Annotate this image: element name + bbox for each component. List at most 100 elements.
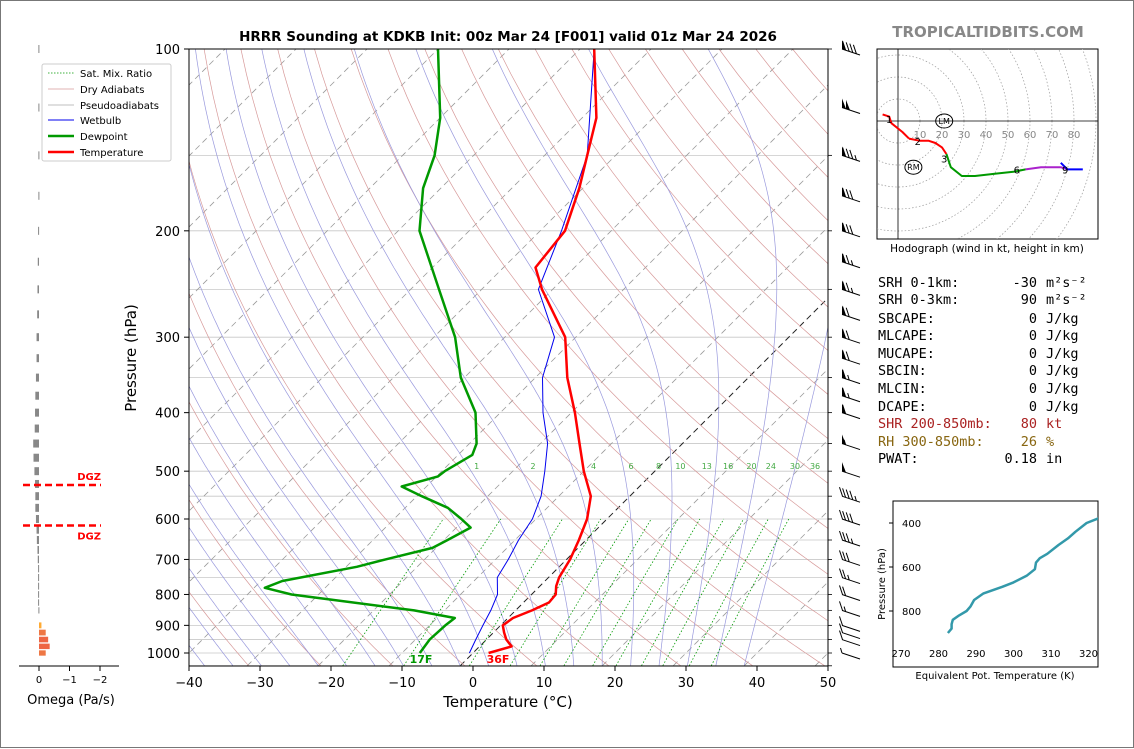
- omega-bar: [35, 492, 39, 500]
- theta-e-x-tick-label: 310: [1041, 649, 1060, 660]
- omega-bar: [39, 622, 41, 628]
- temperature-profile-line: [489, 49, 597, 653]
- mixing-ratio-label: 6: [628, 462, 633, 471]
- skewt-y-tick-label: 400: [155, 407, 180, 422]
- index-value: 80: [1021, 416, 1037, 432]
- theta-e-y-tick-label: 800: [902, 607, 921, 618]
- wind-barb-staff: [842, 337, 860, 343]
- hodograph-height-label: 3: [941, 154, 947, 165]
- index-value: 0: [1029, 346, 1037, 362]
- wind-barb-flag: [842, 462, 846, 472]
- mixing-ratio-line: [593, 519, 678, 666]
- index-value: 0: [1029, 311, 1037, 327]
- index-value: 26: [1021, 434, 1037, 450]
- skewt-y-tick-label: 900: [155, 619, 180, 634]
- hodograph-height-label: 2: [915, 137, 921, 148]
- omega-bar: [35, 409, 39, 417]
- mixing-ratio-label: 8: [656, 462, 661, 471]
- skewt-y-tick-label: 200: [155, 225, 180, 240]
- wind-barb-feather: [840, 569, 843, 578]
- legend-dry-adiabats: Dry Adiabats: [80, 85, 144, 96]
- skewt-y-tick-label: 100: [155, 43, 180, 58]
- chart-title: HRRR Sounding at KDKB Init: 00z Mar 24 […: [239, 29, 777, 45]
- omega-bar: [38, 591, 39, 598]
- index-value: 0: [1029, 399, 1037, 415]
- isotherm-line: [105, 49, 722, 666]
- omega-x-axis-label: Omega (Pa/s): [27, 693, 115, 708]
- index-name: MUCAPE:: [878, 346, 935, 362]
- wind-barb-staff: [842, 396, 860, 402]
- omega-bar: [36, 374, 39, 382]
- omega-bar: [38, 104, 39, 112]
- omega-bar: [37, 285, 39, 293]
- index-unit: J/kg: [1046, 328, 1079, 344]
- index-value: 90: [1021, 292, 1037, 308]
- storm-motion-label: LM: [939, 117, 950, 126]
- wind-barb-feather: [840, 487, 843, 496]
- hodograph-ring-label: 80: [1068, 130, 1081, 141]
- mixing-ratio-label: 20: [746, 462, 756, 471]
- mixing-ratio-label: 24: [766, 462, 776, 471]
- legend-temperature: Temperature: [79, 148, 143, 159]
- wind-barb-staff: [842, 378, 860, 384]
- skewt-x-tick-label: 10: [536, 676, 553, 691]
- wind-barb-staff: [842, 262, 860, 268]
- pseudoadiabat-line: [416, 49, 634, 666]
- dry-adiabat-line: [241, 49, 681, 666]
- omega-bar: [35, 392, 39, 400]
- wind-barb-staff: [842, 594, 860, 600]
- index-name: SBCAPE:: [878, 311, 935, 327]
- wind-barb-staff: [842, 314, 860, 320]
- omega-bar: [34, 467, 39, 475]
- hodograph-ring-label: 50: [1002, 130, 1015, 141]
- skewt-y-tick-label: 1000: [147, 647, 180, 662]
- skewt-x-tick-label: −40: [175, 676, 202, 691]
- wind-barb-staff: [842, 49, 860, 55]
- mixing-ratio-label: 4: [591, 462, 596, 471]
- skewt-x-tick-label: −10: [388, 676, 415, 691]
- index-name: SHR 200-850mb:: [878, 416, 992, 432]
- omega-bar: [38, 192, 39, 200]
- legend-wetbulb: Wetbulb: [80, 116, 121, 127]
- mixing-ratio-line: [343, 519, 444, 666]
- wind-barb-staff: [842, 610, 860, 616]
- omega-x-tick-label: −2: [93, 675, 108, 686]
- skewt-profiles: [265, 49, 597, 653]
- wind-barb-staff: [842, 289, 860, 295]
- pseudoadiabat-line: [492, 49, 672, 666]
- pseudoadiabat-line: [262, 49, 546, 666]
- mixing-ratio-line: [689, 519, 768, 666]
- index-name: MLCAPE:: [878, 328, 935, 344]
- wind-barb-staff: [842, 653, 860, 659]
- omega-bar: [37, 526, 39, 534]
- index-unit: J/kg: [1046, 311, 1079, 327]
- theta-e-x-tick-label: 280: [929, 649, 948, 660]
- mixing-ratio-label: 16: [723, 462, 733, 471]
- legend-dewpoint: Dewpoint: [80, 132, 128, 143]
- wind-barb-feather: [840, 585, 843, 594]
- mixing-ratio-label: 2: [531, 462, 536, 471]
- omega-bar: [35, 504, 39, 512]
- omega-bar: [38, 583, 39, 590]
- omega-bar: [39, 644, 50, 649]
- omega-bar: [35, 425, 39, 433]
- skewt-surface-dewpoint-label: 17F: [410, 653, 433, 666]
- wind-barb-feather: [840, 550, 843, 559]
- wind-barb-staff: [842, 640, 860, 646]
- dry-adiabat-line: [315, 49, 825, 666]
- index-unit: m²s⁻²: [1046, 292, 1087, 308]
- omega-bar: [38, 607, 39, 613]
- index-unit: %: [1046, 434, 1054, 450]
- dry-adiabat-line: [131, 49, 465, 666]
- wetbulb-profile-line: [469, 49, 594, 653]
- mixing-ratio-label: 30: [790, 462, 800, 471]
- pseudoadiabat-line: [195, 49, 488, 666]
- wind-barb-staff: [842, 358, 860, 364]
- omega-bar: [38, 227, 39, 235]
- index-name: PWAT:: [878, 451, 919, 467]
- omega-bar: [38, 574, 39, 581]
- hodograph-ring-label: 40: [980, 130, 993, 141]
- skewt-y-tick-label: 800: [155, 588, 180, 603]
